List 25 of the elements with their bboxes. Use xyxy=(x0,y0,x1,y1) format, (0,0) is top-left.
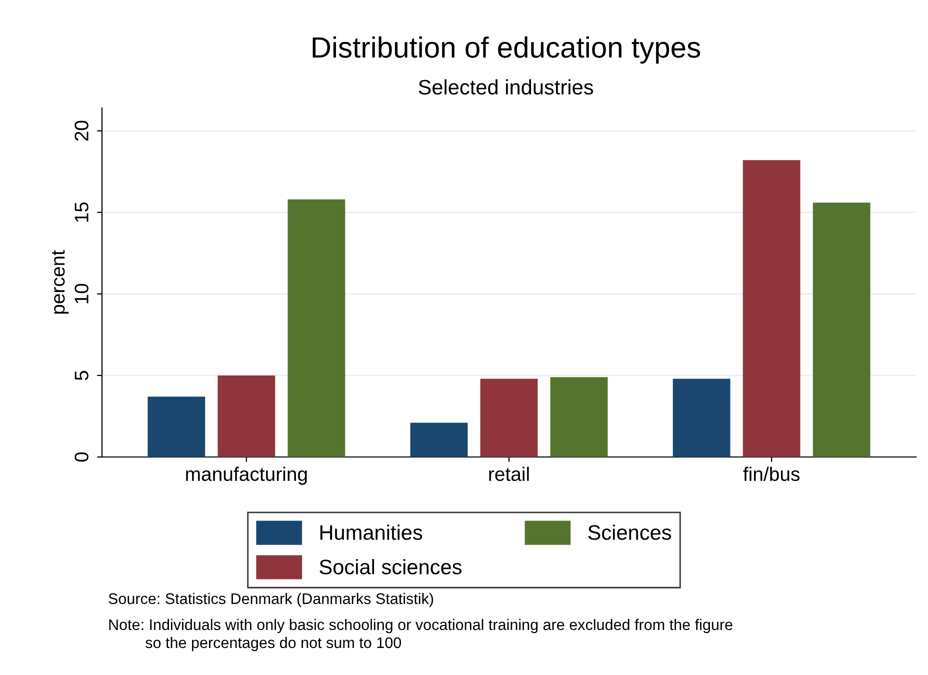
bar xyxy=(812,202,870,457)
chart-title: Distribution of education types xyxy=(312,36,700,64)
y-tick-label: 10 xyxy=(74,284,88,304)
bar xyxy=(148,396,206,457)
bar xyxy=(218,375,276,457)
source-note: Source: Statistics Denmark (Danmarks Statistik) xyxy=(108,592,434,608)
bar xyxy=(550,377,608,457)
y-tick-label: 20 xyxy=(74,120,88,141)
legend-label: Humanities xyxy=(320,524,422,540)
x-tick-label: fin/bus xyxy=(743,466,800,482)
x-tick-label: manufacturing xyxy=(186,466,307,485)
legend-label: Social sciences xyxy=(320,559,462,574)
bar xyxy=(288,199,346,457)
text: Note: Individuals with only basic schooling or vocational training are excluded from the figure so the percentages do not sum to 100 xyxy=(109,618,732,652)
legend-label: Sciences xyxy=(588,524,672,540)
y-tick-label: 5 xyxy=(74,370,88,380)
bar xyxy=(480,378,538,457)
y-tick-label: 0 xyxy=(74,452,88,462)
y-axis-title: percent xyxy=(52,250,69,314)
bar xyxy=(672,378,730,457)
chart-subtitle: Selected industries xyxy=(418,79,594,95)
y-tick-label: 15 xyxy=(74,202,88,222)
bar xyxy=(742,160,800,457)
x-tick-label: retail xyxy=(489,466,529,482)
bar xyxy=(410,422,468,457)
